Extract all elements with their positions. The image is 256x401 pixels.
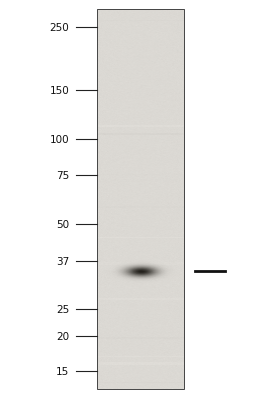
Text: 75: 75 bbox=[56, 170, 69, 180]
Text: 25: 25 bbox=[56, 304, 69, 314]
Text: 50: 50 bbox=[56, 220, 69, 229]
Text: 150: 150 bbox=[49, 85, 69, 95]
Text: 100: 100 bbox=[49, 135, 69, 145]
Text: 20: 20 bbox=[56, 332, 69, 341]
Text: 37: 37 bbox=[56, 256, 69, 266]
Bar bbox=[97, 10, 184, 389]
Text: 15: 15 bbox=[56, 367, 69, 377]
Text: 250: 250 bbox=[49, 23, 69, 33]
